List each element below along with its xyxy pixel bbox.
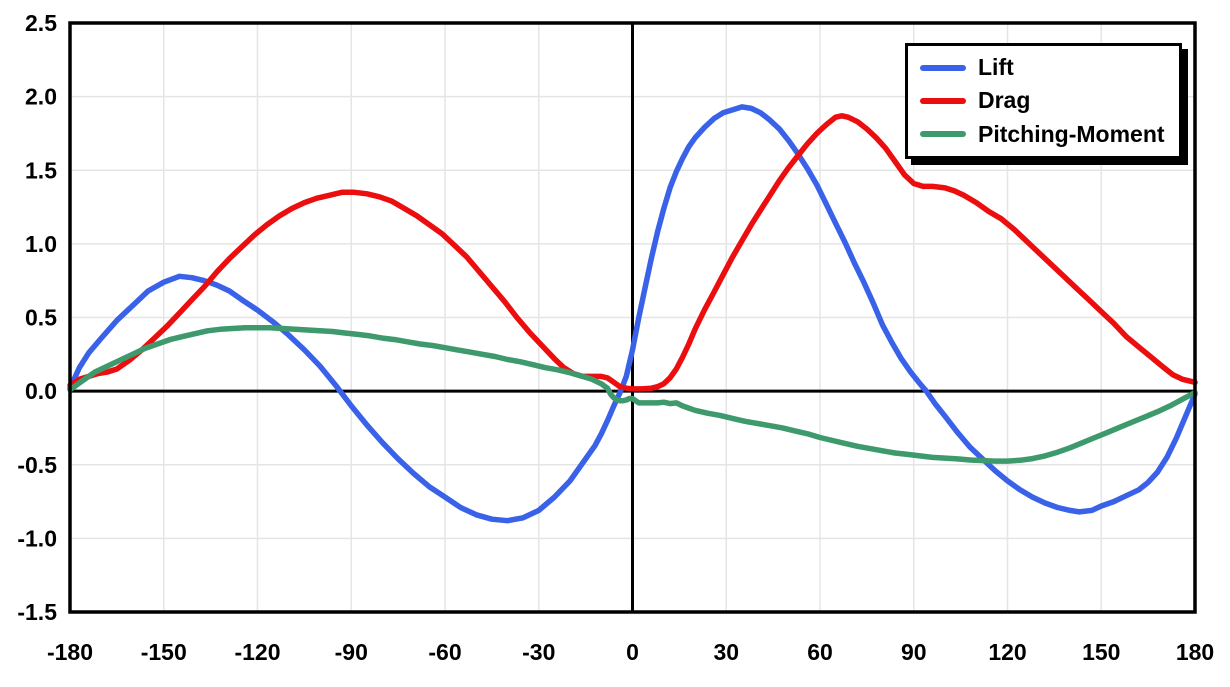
drag-line-swatch	[920, 97, 966, 104]
x-tick-label: -90	[335, 639, 368, 665]
y-tick-label: -1.0	[17, 525, 57, 551]
y-tick-label: 0.5	[25, 305, 57, 331]
x-tick-label: 180	[1176, 639, 1214, 665]
x-tick-label: -150	[141, 639, 187, 665]
x-tick-label: 150	[1082, 639, 1120, 665]
x-tick-label: 120	[988, 639, 1026, 665]
legend-label-lift: Lift	[978, 54, 1014, 80]
x-tick-label: 60	[807, 639, 833, 665]
plot-frame	[68, 21, 1197, 614]
x-tick-label: -180	[47, 639, 93, 665]
x-tick-label: -120	[234, 639, 280, 665]
pitching-moment-line-swatch	[920, 131, 966, 138]
y-tick-label: -0.5	[17, 452, 57, 478]
x-tick-label: 30	[713, 639, 739, 665]
legend-label-drag: Drag	[978, 87, 1031, 114]
x-tick-label: -30	[522, 639, 555, 665]
x-tick-label: -60	[428, 639, 461, 665]
legend-item-drag: Drag	[920, 87, 1167, 114]
series-line-pitching-moment	[67, 325, 1198, 464]
legend-label-pitching-moment: Pitching-Moment	[978, 120, 1165, 147]
legend: Lift Drag Pitching-Moment	[905, 43, 1182, 159]
y-tick-label: 2.5	[25, 10, 57, 36]
y-tick-label: -1.5	[17, 599, 57, 625]
series-line-lift	[67, 104, 1198, 524]
y-tick-label: 1.5	[25, 157, 57, 183]
y-tick-label: 2.0	[25, 84, 57, 110]
y-tick-label: 1.0	[25, 231, 57, 257]
y-tick-label: 0.0	[25, 378, 57, 404]
x-tick-label: 0	[626, 639, 639, 665]
lift-line-swatch	[920, 64, 966, 71]
series-line-drag	[67, 113, 1198, 392]
x-tick-label: 90	[901, 639, 927, 665]
legend-item-pitching-moment: Pitching-Moment	[920, 120, 1167, 147]
legend-item-lift: Lift	[920, 54, 1167, 80]
